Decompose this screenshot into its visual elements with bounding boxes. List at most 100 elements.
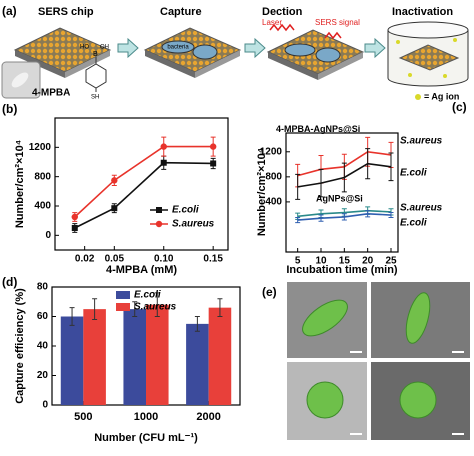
panel-a: (a) SERS chip Capture Dection Inactivati… bbox=[1, 4, 469, 101]
photo-hand bbox=[11, 72, 29, 88]
beaker-rim bbox=[387, 21, 469, 39]
bacterium bbox=[399, 381, 437, 419]
error-bar bbox=[92, 298, 98, 320]
x-tick-label: 20 bbox=[362, 256, 374, 267]
marker bbox=[111, 205, 118, 212]
x-tick-label: 0.15 bbox=[203, 254, 223, 265]
error-bar bbox=[69, 307, 75, 326]
panel-label: (c) bbox=[452, 100, 467, 114]
error-bar bbox=[365, 210, 371, 218]
ag-ion bbox=[408, 73, 412, 77]
bacterium bbox=[315, 47, 341, 63]
x-axis-label: Number (CFU mL⁻¹) bbox=[94, 432, 198, 444]
ag-ion bbox=[453, 38, 457, 42]
panel-label: (b) bbox=[2, 102, 17, 116]
reagent-label: 4-MPBA bbox=[32, 88, 70, 99]
bar bbox=[208, 307, 232, 405]
error-bar bbox=[295, 217, 301, 224]
plot-frame bbox=[285, 132, 399, 253]
x-tick-label: 0.10 bbox=[154, 254, 174, 265]
marker bbox=[209, 143, 217, 150]
panel-label: (a) bbox=[2, 4, 17, 18]
bacterium bbox=[192, 44, 218, 60]
x-tick-label: 5 bbox=[295, 256, 301, 267]
series-label: E.coli bbox=[400, 218, 427, 229]
error-bar bbox=[295, 173, 301, 200]
chip-side bbox=[65, 50, 110, 78]
error-bar bbox=[388, 152, 394, 182]
x-tick-label: 10 bbox=[315, 256, 327, 267]
bacterium bbox=[302, 299, 348, 337]
structure-label: OH bbox=[100, 45, 109, 51]
series-line bbox=[74, 145, 214, 218]
bar bbox=[186, 323, 209, 405]
x-axis-label: 4-MPBA (mM) bbox=[106, 264, 177, 276]
ag-ion-legend: = Ag ion bbox=[424, 91, 459, 101]
x-tick-label: 0.02 bbox=[75, 254, 95, 265]
series-label: E.coli bbox=[400, 167, 427, 178]
error-bar bbox=[341, 162, 347, 193]
error-bar bbox=[318, 214, 324, 222]
legend-label: E.coli bbox=[134, 290, 161, 301]
legend-swatch bbox=[116, 303, 130, 311]
y-tick-label: 400 bbox=[265, 197, 282, 208]
bar bbox=[83, 309, 106, 405]
x-tick-label: 15 bbox=[339, 256, 351, 267]
ag-ion bbox=[396, 40, 400, 44]
structure-label: SH bbox=[91, 95, 99, 101]
chip-side bbox=[145, 50, 195, 78]
signal-wave bbox=[324, 31, 342, 40]
arrow bbox=[117, 37, 139, 59]
y-tick-label: 800 bbox=[34, 171, 51, 182]
error-bar bbox=[132, 301, 138, 317]
x-tick-label: 500 bbox=[74, 411, 92, 423]
y-tick-label: 40 bbox=[37, 341, 49, 352]
series-label: S.aureus bbox=[400, 136, 443, 147]
y-tick-label: 20 bbox=[37, 370, 49, 381]
error-bar bbox=[154, 292, 160, 317]
marker bbox=[71, 225, 78, 231]
series-label: S.aureus bbox=[400, 203, 443, 214]
bacterium bbox=[405, 292, 431, 344]
y-tick-label: 1200 bbox=[29, 142, 52, 153]
step-title: Dection bbox=[262, 6, 303, 18]
panel-label: (d) bbox=[2, 275, 17, 289]
arrow bbox=[364, 37, 386, 59]
bacterium bbox=[161, 40, 195, 54]
panel-label: (e) bbox=[262, 285, 277, 299]
marker bbox=[71, 213, 78, 221]
chip bbox=[398, 44, 460, 71]
ag-ion-key bbox=[415, 94, 421, 100]
benzene-ring bbox=[85, 63, 107, 89]
y-tick-label: 800 bbox=[265, 171, 282, 182]
y-tick-label: 400 bbox=[34, 201, 51, 212]
chip-side bbox=[195, 50, 240, 78]
x-tick-label: 2000 bbox=[196, 411, 220, 423]
laser-label: Laser bbox=[262, 18, 282, 27]
marker bbox=[160, 143, 167, 150]
y-axis-label: Number/cm²×10⁴ bbox=[14, 140, 26, 228]
laser-wave bbox=[269, 23, 295, 32]
legend-label: S.aureus bbox=[134, 302, 177, 313]
x-axis-label: Incubation time (min) bbox=[286, 264, 398, 276]
marker bbox=[111, 177, 118, 184]
chip bbox=[266, 29, 365, 75]
bacterium bbox=[284, 43, 316, 57]
chip-side bbox=[318, 52, 363, 80]
signal-label: SERS signal bbox=[315, 18, 360, 27]
x-tick-label: 0.05 bbox=[105, 254, 125, 265]
annotation: AgNPs@Si bbox=[316, 193, 363, 203]
legend-marker bbox=[156, 207, 162, 213]
error-bar bbox=[365, 148, 371, 180]
y-tick-label: 0 bbox=[45, 230, 51, 241]
step-title: SERS chip bbox=[38, 6, 94, 18]
bar bbox=[123, 309, 146, 405]
error-bar bbox=[341, 213, 347, 221]
step-title: Inactivation bbox=[392, 6, 453, 18]
series-line bbox=[74, 161, 214, 229]
panel-e: (e) bbox=[262, 282, 470, 440]
legend-marker bbox=[155, 220, 163, 228]
error-bar bbox=[318, 168, 324, 198]
y-axis-label: Number/cm²×10⁴ bbox=[256, 148, 268, 236]
